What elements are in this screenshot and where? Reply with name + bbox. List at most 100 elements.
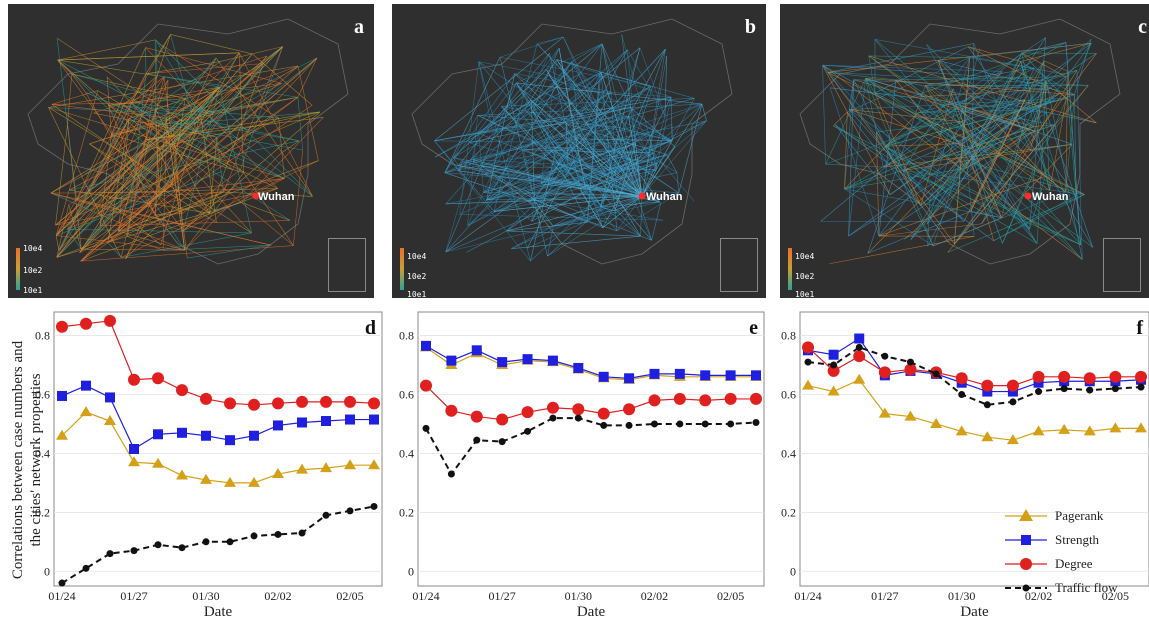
network-edge (540, 59, 557, 184)
data-point (1137, 383, 1145, 391)
inset-map-box (1103, 238, 1141, 292)
data-point (470, 410, 483, 423)
network-edge (80, 245, 294, 262)
network-edge (184, 172, 244, 251)
network-edge (159, 119, 181, 150)
data-point (623, 403, 636, 416)
data-point (296, 395, 308, 408)
network-edge (131, 76, 165, 104)
data-point (1135, 422, 1147, 433)
network-edge (968, 46, 1061, 94)
network-edge (155, 213, 183, 216)
data-point (176, 384, 188, 397)
data-point (56, 429, 68, 440)
network-edge (511, 207, 603, 249)
network-edge (945, 78, 1026, 176)
network-edge (184, 153, 282, 251)
network-edge (453, 157, 459, 166)
y-tick-label: 0 (44, 564, 50, 578)
data-point (370, 502, 378, 510)
network-edge (444, 73, 515, 173)
colorbar (400, 248, 404, 290)
network-edge (241, 117, 324, 203)
network-edge (844, 112, 848, 189)
data-point (904, 363, 917, 376)
network-edge (874, 92, 1030, 230)
data-point (983, 401, 991, 409)
network-edge (532, 111, 603, 208)
network-edge (121, 232, 252, 258)
data-point (751, 370, 761, 381)
data-point (56, 320, 68, 333)
network-edge (844, 100, 1055, 190)
network-edge (540, 133, 580, 185)
network-edge (171, 55, 268, 185)
network-edge (865, 78, 1075, 96)
data-point (1006, 434, 1019, 445)
network-edge (981, 70, 1078, 224)
network-edge (547, 207, 603, 257)
network-edge (1046, 112, 1094, 248)
network-edge (876, 131, 922, 206)
network-edge (1020, 42, 1092, 62)
network-edge (85, 92, 285, 179)
network-edge (532, 47, 560, 112)
network-edge (89, 117, 167, 145)
series-line (425, 417, 757, 476)
network-edge (434, 140, 531, 262)
hub-edge (506, 195, 643, 232)
network-edge (458, 108, 525, 172)
data-point (226, 538, 234, 546)
network-edge (111, 104, 124, 135)
network-edge (527, 169, 657, 202)
network-edge (865, 78, 876, 94)
data-point (573, 362, 584, 373)
map-panel-b: b Wuhan 10e4 10e2 10e1 (392, 4, 766, 298)
network-edge (293, 150, 303, 246)
network-edge (155, 108, 300, 142)
network-edge (874, 46, 969, 94)
network-edge (865, 78, 1035, 132)
network-edge (466, 230, 507, 253)
legend-swatch (1005, 584, 1047, 592)
network-edge (506, 221, 588, 232)
network-edge (1028, 88, 1048, 130)
network-edge (849, 109, 972, 149)
network-edge (131, 102, 233, 170)
network-edge (844, 121, 962, 190)
data-point (297, 417, 307, 428)
data-point (598, 371, 609, 382)
network-edge (527, 200, 554, 227)
data-point (129, 444, 139, 454)
city-label-wuhan: Wuhan (646, 191, 683, 203)
data-point (727, 420, 735, 428)
data-point (1086, 386, 1094, 394)
network-edge (98, 188, 278, 193)
data-point (955, 425, 968, 436)
network-edge (610, 91, 618, 192)
city-label-wuhan: Wuhan (258, 191, 295, 203)
network-edge (844, 112, 919, 190)
data-point (153, 429, 163, 440)
network-edge (556, 59, 672, 98)
network-edge (48, 107, 201, 116)
network-edge (216, 137, 224, 193)
legend-swatch (1005, 509, 1047, 521)
network-edge (106, 76, 112, 135)
hub-edge (458, 170, 643, 197)
network-edge (822, 65, 826, 165)
network-edge (252, 53, 313, 106)
network-edge (145, 73, 298, 98)
data-point (200, 392, 212, 405)
network-edge (1020, 61, 1034, 127)
series-line (807, 379, 1141, 441)
network-edge (993, 194, 1085, 242)
network-edge (209, 63, 264, 214)
network-edge (1015, 117, 1094, 248)
map-panel-a: a Wuhan 10e4 10e2 10e1 (8, 4, 374, 298)
data-point (1083, 372, 1096, 385)
network-edge (1021, 52, 1061, 94)
network-edge (57, 59, 72, 75)
series-line (61, 411, 374, 484)
network-edge (927, 200, 931, 247)
